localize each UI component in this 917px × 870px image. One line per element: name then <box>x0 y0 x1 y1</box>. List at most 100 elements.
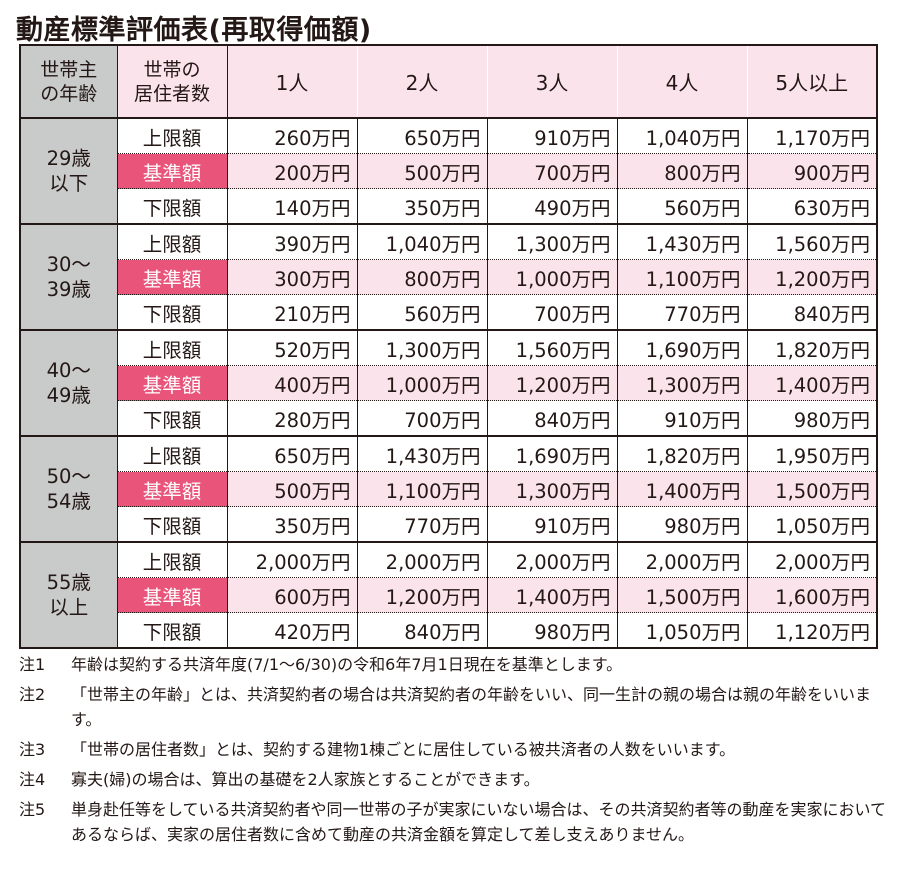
age-group-label: 50〜 54歳 <box>46 465 91 513</box>
upper-limit-value-cell: 1,040万円 <box>356 224 487 260</box>
header-head-age: 世帯主 の年齢 <box>20 44 118 119</box>
upper-limit-value-cell: 1,170万円 <box>746 118 877 154</box>
note-label: 注1 <box>19 655 46 674</box>
standard-value-cell: 700万円 <box>486 153 617 189</box>
header-count-5plus: 5人以上 <box>746 44 877 119</box>
standard-value-cell: 1,100万円 <box>356 471 487 507</box>
upper-limit-label: 上限額 <box>117 118 228 154</box>
standard-label: 基準額 <box>117 153 228 189</box>
upper-limit-value-cell: 1,040万円 <box>616 118 747 154</box>
standard-value-cell: 1,300万円 <box>616 365 747 401</box>
header-count-1: 1人 <box>226 44 357 119</box>
lower-limit-value-cell: 770万円 <box>356 506 487 543</box>
upper-limit-value-cell: 2,000万円 <box>616 542 747 578</box>
upper-limit-value-cell: 1,560万円 <box>486 330 617 366</box>
standard-value-cell: 1,500万円 <box>616 577 747 613</box>
upper-limit-label: 上限額 <box>117 542 228 578</box>
lower-limit-value-cell: 840万円 <box>356 612 487 649</box>
table-row: 基準額 400万円 1,000万円 1,200万円 1,300万円 1,400万円 <box>20 365 877 401</box>
lower-limit-value-cell: 910万円 <box>616 400 747 437</box>
standard-value-cell: 500万円 <box>356 153 487 189</box>
header-count-2: 2人 <box>356 44 487 119</box>
lower-limit-value-cell: 1,050万円 <box>616 612 747 649</box>
standard-value-cell: 1,400万円 <box>616 471 747 507</box>
table-row: 30〜 39歳 上限額 390万円 1,040万円 1,300万円 1,430万円 1,56… <box>20 224 877 331</box>
table-row: 55歳 以上 上限額 2,000万円 2,000万円 2,000万円 2,000万円 2,0… <box>20 542 877 649</box>
table-row: 50〜 54歳 上限額 650万円 1,430万円 1,690万円 1,820万円 1,95… <box>20 436 877 543</box>
table-body: 29歳 以下 上限額 260万円 650万円 910万円 1,040万円 1,170万円 基準… <box>20 118 877 649</box>
upper-limit-value-cell: 1,430万円 <box>616 224 747 260</box>
lower-limit-value-cell: 980万円 <box>746 400 877 437</box>
age-group-cell: 40〜 49歳 <box>20 330 118 437</box>
lower-limit-value-cell: 700万円 <box>486 294 617 331</box>
lower-limit-value-cell: 910万円 <box>486 506 617 543</box>
standard-value-cell: 1,300万円 <box>486 471 617 507</box>
standard-label: 基準額 <box>117 577 228 613</box>
age-group-label: 40〜 49歳 <box>46 359 91 407</box>
lower-limit-label: 下限額 <box>117 188 228 225</box>
note-text: 年齢は契約する共済年度(7/1〜6/30)の令和6年7月1日現在を基準とします。 <box>71 655 623 674</box>
lower-limit-label: 下限額 <box>117 612 228 649</box>
lower-limit-value-cell: 840万円 <box>486 400 617 437</box>
upper-limit-value-cell: 260万円 <box>227 118 357 154</box>
lower-limit-value-cell: 280万円 <box>227 400 357 437</box>
age-group-label: 29歳 以下 <box>46 147 91 195</box>
note-item: 注3 「世帯の居住者数」とは、契約する建物1棟ごとに居住している被共済者の人数をい… <box>19 737 899 762</box>
note-item: 注1 年齢は契約する共済年度(7/1〜6/30)の令和6年7月1日現在を基準としま… <box>19 652 899 677</box>
standard-label: 基準額 <box>117 259 228 295</box>
upper-limit-value-cell: 1,820万円 <box>746 330 877 366</box>
page-title: 動産標準評価表(再取得価額) <box>16 15 372 46</box>
upper-limit-value-cell: 2,000万円 <box>356 542 487 578</box>
standard-value-cell: 1,100万円 <box>616 259 747 295</box>
standard-value-cell: 1,000万円 <box>356 365 487 401</box>
standard-value-cell: 600万円 <box>227 577 357 613</box>
standard-value-cell: 1,600万円 <box>746 577 877 613</box>
note-text: 単身赴任等をしている共済契約者や同一世帯の子が実家にいない場合は、その共済契約者… <box>71 800 887 844</box>
lower-limit-value-cell: 490万円 <box>486 188 617 225</box>
table-row: 40〜 49歳 上限額 520万円 1,300万円 1,560万円 1,690万円 1,82… <box>20 330 877 437</box>
note-item: 注4 寡夫(婦)の場合は、算出の基礎を2人家族とすることができます。 <box>19 767 899 792</box>
upper-limit-value-cell: 1,690万円 <box>486 436 617 472</box>
upper-limit-value-cell: 520万円 <box>227 330 357 366</box>
note-item: 注2 「世帯主の年齢」とは、共済契約者の場合は共済契約者の年齢をいい、同一生計の親… <box>19 682 899 732</box>
upper-limit-value-cell: 2,000万円 <box>746 542 877 578</box>
table-row: 基準額 300万円 800万円 1,000万円 1,100万円 1,200万円 <box>20 259 877 295</box>
lower-limit-label: 下限額 <box>117 506 228 543</box>
header-residents-label: 世帯の 居住者数 <box>133 58 210 105</box>
table-row: 基準額 500万円 1,100万円 1,300万円 1,400万円 1,500万円 <box>20 471 877 507</box>
lower-limit-value-cell: 350万円 <box>356 188 487 225</box>
age-group-cell: 29歳 以下 <box>20 118 118 225</box>
header-count-4: 4人 <box>616 44 747 119</box>
table-row: 基準額 600万円 1,200万円 1,400万円 1,500万円 1,600万円 <box>20 577 877 613</box>
lower-limit-value-cell: 700万円 <box>356 400 487 437</box>
standard-value-cell: 300万円 <box>227 259 357 295</box>
standard-value-cell: 1,000万円 <box>486 259 617 295</box>
header-residents: 世帯の 居住者数 <box>117 44 228 119</box>
note-item: 注5 単身赴任等をしている共済契約者や同一世帯の子が実家にいない場合は、その共済契… <box>19 797 899 847</box>
standard-value-cell: 1,200万円 <box>356 577 487 613</box>
table-row: 下限額 280万円 700万円 840万円 910万円 980万円 <box>20 400 877 437</box>
standard-value-cell: 1,400万円 <box>486 577 617 613</box>
upper-limit-value-cell: 910万円 <box>486 118 617 154</box>
lower-limit-value-cell: 350万円 <box>227 506 357 543</box>
evaluation-table: 世帯主 の年齢 世帯の 居住者数 1人 2人 3人 4人 5人以上 29歳 以下… <box>19 44 878 649</box>
lower-limit-value-cell: 560万円 <box>616 188 747 225</box>
standard-value-cell: 1,200万円 <box>486 365 617 401</box>
standard-value-cell: 200万円 <box>227 153 357 189</box>
upper-limit-value-cell: 1,300万円 <box>486 224 617 260</box>
note-text: 「世帯の居住者数」とは、契約する建物1棟ごとに居住している被共済者の人数をいいま… <box>71 740 736 759</box>
table-header-row: 世帯主 の年齢 世帯の 居住者数 1人 2人 3人 4人 5人以上 <box>20 44 877 119</box>
upper-limit-value-cell: 650万円 <box>356 118 487 154</box>
lower-limit-value-cell: 210万円 <box>227 294 357 331</box>
table-row: 下限額 210万円 560万円 700万円 770万円 840万円 <box>20 294 877 331</box>
standard-value-cell: 400万円 <box>227 365 357 401</box>
note-label: 注2 <box>19 685 46 704</box>
upper-limit-label: 上限額 <box>117 224 228 260</box>
lower-limit-label: 下限額 <box>117 400 228 437</box>
lower-limit-label: 下限額 <box>117 294 228 331</box>
header-count-3: 3人 <box>486 44 617 119</box>
upper-limit-value-cell: 2,000万円 <box>227 542 357 578</box>
lower-limit-value-cell: 630万円 <box>746 188 877 225</box>
upper-limit-value-cell: 1,820万円 <box>616 436 747 472</box>
lower-limit-value-cell: 560万円 <box>356 294 487 331</box>
